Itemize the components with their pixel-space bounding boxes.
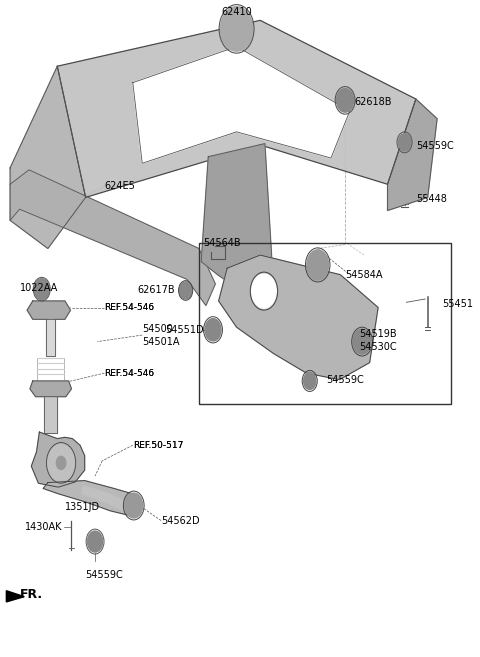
- Circle shape: [56, 457, 66, 470]
- Polygon shape: [387, 99, 437, 210]
- Text: 62410: 62410: [221, 7, 252, 17]
- Circle shape: [180, 282, 192, 299]
- Text: 1351JD: 1351JD: [65, 503, 100, 512]
- Polygon shape: [43, 481, 141, 515]
- Text: 1430AK: 1430AK: [24, 522, 62, 532]
- Circle shape: [303, 373, 316, 390]
- Text: REF.50-517: REF.50-517: [133, 441, 183, 449]
- Bar: [47, 319, 55, 356]
- Circle shape: [398, 134, 411, 151]
- Text: 54551D: 54551D: [165, 325, 204, 336]
- Circle shape: [336, 89, 354, 112]
- Polygon shape: [57, 20, 416, 197]
- Text: FR.: FR.: [20, 587, 43, 600]
- Text: REF.54-546: REF.54-546: [105, 303, 155, 312]
- Polygon shape: [10, 66, 85, 248]
- Polygon shape: [10, 170, 216, 306]
- Circle shape: [125, 493, 143, 518]
- Circle shape: [87, 531, 103, 552]
- Bar: [44, 397, 57, 434]
- Circle shape: [307, 250, 329, 280]
- Text: 624E5: 624E5: [105, 181, 135, 191]
- Circle shape: [48, 445, 74, 482]
- Text: 54530C: 54530C: [359, 342, 397, 352]
- Text: REF.54-546: REF.54-546: [105, 369, 155, 378]
- Bar: [199, 243, 451, 404]
- Text: 54501A: 54501A: [142, 336, 180, 347]
- Polygon shape: [133, 47, 350, 164]
- Text: 54584A: 54584A: [345, 270, 383, 280]
- Polygon shape: [27, 301, 71, 319]
- Polygon shape: [219, 255, 378, 380]
- Text: 62617B: 62617B: [138, 286, 175, 296]
- Text: 54562D: 54562D: [161, 516, 200, 526]
- Text: REF.54-546: REF.54-546: [105, 369, 155, 378]
- Text: 54559C: 54559C: [85, 570, 123, 579]
- Text: REF.50-517: REF.50-517: [133, 441, 183, 449]
- Circle shape: [34, 279, 49, 300]
- Circle shape: [252, 274, 276, 308]
- Text: 55448: 55448: [416, 194, 447, 204]
- Text: 54519B: 54519B: [359, 328, 397, 339]
- Text: 54564B: 54564B: [204, 238, 241, 248]
- Circle shape: [205, 319, 221, 341]
- Polygon shape: [31, 432, 84, 487]
- Circle shape: [220, 7, 252, 51]
- Polygon shape: [30, 381, 72, 397]
- Text: 55451: 55451: [442, 298, 473, 309]
- Text: REF.54-546: REF.54-546: [105, 303, 155, 312]
- Polygon shape: [201, 144, 272, 288]
- Text: 54500: 54500: [142, 323, 173, 334]
- Polygon shape: [6, 591, 24, 602]
- Text: 54559C: 54559C: [416, 141, 454, 151]
- Polygon shape: [82, 486, 140, 512]
- Circle shape: [353, 329, 371, 354]
- Text: 62618B: 62618B: [355, 97, 392, 107]
- Text: 1022AA: 1022AA: [20, 283, 58, 293]
- Text: 54559C: 54559C: [326, 374, 364, 384]
